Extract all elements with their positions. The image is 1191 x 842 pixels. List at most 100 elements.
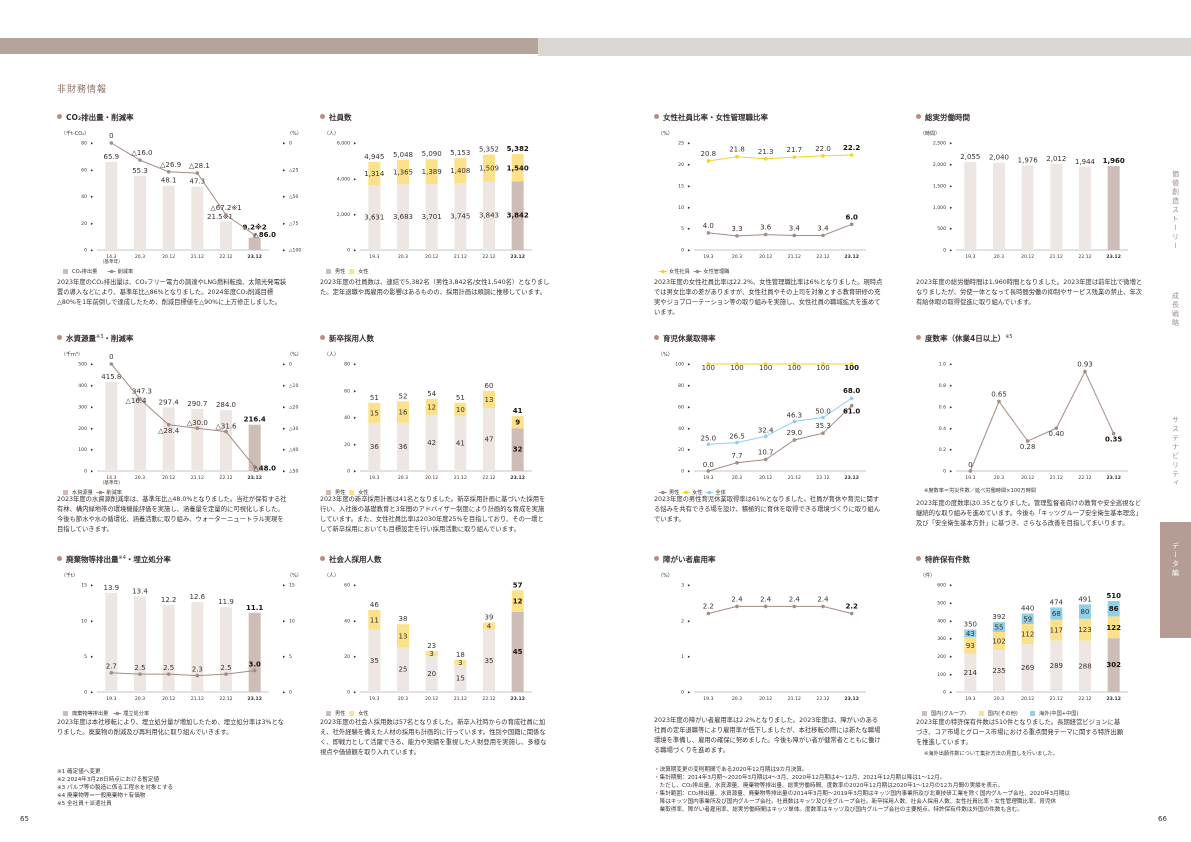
legend-label: CO₂排出量: [72, 267, 97, 275]
bar-total-label: 510: [1106, 592, 1121, 600]
bar-female: [368, 402, 381, 423]
series-point: [735, 154, 739, 159]
series-point: [706, 611, 711, 616]
bar-domestic-other: [1107, 616, 1120, 639]
bar-female-label: 13: [485, 396, 494, 404]
bar-value-label: 47.3: [190, 178, 206, 186]
y-tick-arrow: ▸: [950, 448, 953, 453]
series-value-label: 100: [816, 364, 829, 372]
legend-label: 女性: [358, 709, 368, 717]
series-point: [1083, 369, 1087, 374]
series-point: [735, 460, 739, 465]
legend-swatch: [63, 269, 68, 274]
series-point: [735, 440, 739, 445]
bar-male-label: 36: [370, 443, 379, 451]
footnote: ※2 2024年3月28日時点における暫定値: [57, 777, 160, 783]
series-value-label: 2.2: [703, 603, 714, 611]
x-tick-label: 20.3: [135, 254, 145, 260]
y-tick-label: 400: [937, 618, 946, 624]
y-tick-arrow: ▸: [354, 249, 357, 254]
bar: [992, 162, 1006, 250]
series-line: [969, 370, 1115, 472]
side-tab-value-story[interactable]: 価値創造ストーリー: [1171, 170, 1180, 251]
bar-total-label: 5,382: [507, 145, 529, 153]
y-axis-unit: （人）: [324, 573, 339, 579]
side-tab-sustainability[interactable]: サステナビリティ: [1171, 416, 1180, 488]
rate-point: [166, 422, 171, 427]
y-tick-label: 300: [78, 404, 87, 410]
bar-female-label: 1,365: [393, 169, 413, 177]
x-tick-label: 21.12: [454, 696, 467, 702]
panel-waste: 廃棄物等排出量※4・埋立処分率 （千t） 15 ▸ 10 ▸ 5 ▸ 0 ▸ 19.3 20.3 20…: [57, 554, 302, 769]
legend-marker: [109, 269, 114, 274]
series-point: [821, 431, 825, 436]
legend-swatch: [326, 490, 331, 495]
y2-axis-unit: （%）: [287, 352, 302, 358]
bar-male-label: 36: [399, 443, 408, 451]
bar-value-label: 13.9: [104, 584, 120, 592]
x-tick-label: 19.3: [369, 696, 379, 702]
series-value-label: 20.8: [701, 150, 717, 158]
x-tick-label: 20.3: [135, 475, 145, 481]
bar-male-label: 41: [456, 440, 465, 448]
panel-patents: 特許保有件数 （件） 600 ▸ 500 ▸ 400 ▸ 300 ▸ 200 ▸ 100 ▸ 0 ▸ 19.3…: [916, 554, 1146, 769]
bar-value-label: 2,012: [1046, 155, 1066, 163]
y-tick-arrow: ▸: [950, 184, 953, 189]
female-ratio-description: 2023年度の女性社員比率は22.2%、女性管理職比率は6%となりました。現時点…: [654, 279, 883, 316]
bar: [964, 162, 977, 250]
x-tick-label: 23.12: [1106, 475, 1121, 481]
rate-line: [111, 142, 255, 236]
y-axis-unit: （%）: [658, 573, 673, 579]
page-number-left: 65: [20, 815, 29, 823]
series-value-label: 4.0: [703, 222, 714, 230]
y-tick-arrow: ▸: [91, 195, 94, 200]
footnote: ※4 廃棄物等＝一般廃棄物＋有価物: [57, 793, 146, 799]
series-value-label: 2.4: [817, 595, 829, 603]
bar-overseas-label: 80: [1081, 608, 1090, 616]
rate-value-label: 2.3: [192, 666, 203, 674]
y-tick-label: 0: [943, 469, 946, 475]
bar-male: [425, 656, 438, 692]
y-tick-arrow: ▸: [950, 249, 953, 254]
bar: [191, 408, 204, 471]
rate-value-label: △48.0: [253, 465, 276, 473]
bar-male-label: 3,683: [393, 213, 413, 221]
y-tick-arrow: ▸: [91, 249, 94, 254]
y-tick-arrow: ▸: [91, 470, 94, 475]
side-tab-data[interactable]: データ編: [1160, 522, 1191, 638]
rate-value-label: △16.4: [126, 397, 148, 405]
bar-value-label: 284.0: [216, 401, 236, 409]
y-axis-unit: （%）: [658, 352, 673, 358]
bar-female: [454, 158, 467, 184]
x-tick-label: 23.12: [844, 254, 859, 260]
bar-value-label: 13.4: [132, 587, 148, 595]
legend-label: 女性: [358, 488, 368, 496]
panel-title: 社員数: [320, 112, 352, 123]
y-tick-arrow: ▸: [688, 163, 691, 168]
bar-female: [454, 402, 467, 417]
series-value-label: 22.0: [815, 145, 831, 153]
series-value-label: 2.2: [845, 603, 858, 611]
bar-female: [511, 416, 524, 429]
rate-point: [195, 171, 200, 175]
legend-label: 海外(中国+中国): [1039, 709, 1079, 717]
series-point: [763, 434, 768, 439]
rate-value-label: 2.5: [220, 664, 231, 672]
bar-female-label: 9: [515, 419, 520, 427]
x-tick-label: 14.3: [106, 475, 116, 481]
bar: [1021, 165, 1034, 250]
x-tick-label: 22.12: [482, 475, 495, 481]
rate-value-label: △16.0: [132, 149, 153, 157]
series-value-label: 100: [788, 364, 801, 372]
y2-axis-unit: （%）: [287, 131, 302, 137]
employees-chart: （人） 6,000 ▸ 4,000 ▸ 2,000 ▸ 0 ▸ 19.3 20.3 20.12 21.1…: [324, 131, 532, 275]
side-tab-growth-strategy[interactable]: 成長戦略: [1171, 292, 1180, 328]
y-tick-label: 5: [681, 226, 684, 232]
y-tick-label: 6,000: [337, 141, 350, 147]
footnote: ※5 全社員＋派遣社員: [57, 801, 112, 807]
y-axis-unit: （人）: [324, 352, 339, 358]
bar-value-label: 2,055: [960, 153, 980, 161]
bar-female: [482, 154, 496, 182]
rate-point: [224, 429, 228, 434]
y2-tick-label: △100: [289, 248, 301, 254]
